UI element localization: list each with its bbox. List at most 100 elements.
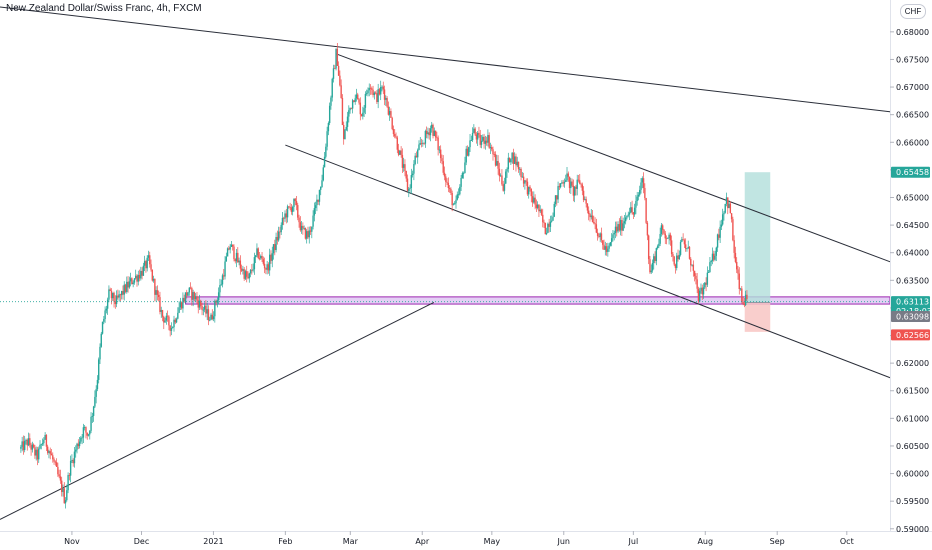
candle-down bbox=[631, 207, 633, 213]
candle-up bbox=[630, 207, 632, 213]
candle-down bbox=[734, 252, 737, 262]
price-tick-label: 0.64500 bbox=[896, 221, 929, 230]
candle-up bbox=[260, 255, 262, 259]
candle-up bbox=[506, 169, 508, 172]
candle-down bbox=[589, 213, 591, 218]
trendline[interactable] bbox=[0, 6, 891, 113]
candle-down bbox=[207, 309, 210, 321]
candle-up bbox=[164, 320, 166, 323]
candle-up bbox=[469, 140, 471, 148]
time-tick-label: Nov bbox=[64, 537, 80, 546]
candle-down bbox=[163, 316, 165, 323]
candle-up bbox=[173, 319, 175, 328]
candle-up bbox=[640, 182, 642, 190]
candles-layer bbox=[20, 42, 748, 509]
trendline[interactable] bbox=[285, 144, 892, 379]
candle-down bbox=[441, 158, 443, 162]
candle-up bbox=[617, 224, 619, 232]
trendline[interactable] bbox=[336, 53, 892, 263]
time-axis: Nov Dec 2021 Feb Mar Apr May Jun Jul Aug Sep Oct bbox=[64, 531, 854, 546]
candle-up bbox=[424, 130, 427, 144]
candle-down bbox=[585, 199, 587, 204]
candle-down bbox=[274, 244, 276, 251]
candle-down bbox=[673, 256, 675, 265]
candle-down bbox=[166, 315, 169, 317]
candle-up bbox=[275, 237, 277, 251]
candle-down bbox=[605, 246, 608, 252]
candle-down bbox=[46, 446, 49, 453]
candle-up bbox=[308, 230, 310, 238]
support-zone[interactable] bbox=[185, 296, 891, 305]
candle-up bbox=[346, 116, 349, 127]
candle-up bbox=[80, 437, 82, 442]
candle-down bbox=[85, 427, 87, 433]
candle-up bbox=[90, 416, 92, 431]
candle-down bbox=[593, 221, 595, 224]
trendline[interactable] bbox=[0, 301, 435, 520]
candle-down bbox=[580, 183, 582, 185]
candle-up bbox=[590, 215, 592, 218]
candle-down bbox=[63, 488, 65, 504]
candle-up bbox=[678, 254, 680, 260]
candle-down bbox=[568, 176, 571, 189]
candle-down bbox=[151, 269, 154, 281]
candle-down bbox=[531, 196, 534, 203]
price-tick-label: 0.66000 bbox=[896, 138, 929, 147]
currency-badge[interactable]: CHF bbox=[900, 4, 926, 19]
candle-up bbox=[408, 188, 410, 191]
candle-down bbox=[360, 114, 363, 117]
candle-up bbox=[707, 272, 710, 273]
candle-down bbox=[598, 236, 600, 237]
candle-down bbox=[261, 255, 263, 260]
candle-up bbox=[25, 439, 27, 441]
candle-up bbox=[31, 444, 34, 450]
time-tick-label: Jul bbox=[628, 537, 639, 546]
price-tick-label: 0.66500 bbox=[896, 111, 929, 120]
candle-up bbox=[528, 186, 530, 195]
candle-up bbox=[471, 132, 474, 141]
candle-down bbox=[201, 305, 203, 310]
candle-up bbox=[739, 288, 742, 290]
candle-down bbox=[58, 474, 60, 477]
candle-down bbox=[669, 234, 672, 241]
candle-up bbox=[20, 446, 22, 449]
candle-up bbox=[553, 203, 555, 217]
candle-down bbox=[55, 462, 58, 467]
candle-down bbox=[395, 136, 397, 138]
candle-down bbox=[150, 264, 152, 270]
candle-up bbox=[210, 314, 212, 320]
price-label-value: 0.62566 bbox=[896, 331, 929, 340]
candle-down bbox=[432, 124, 434, 136]
candle-up bbox=[214, 300, 216, 317]
candle-up bbox=[44, 434, 46, 440]
candle-up bbox=[40, 444, 42, 446]
candle-up bbox=[322, 167, 324, 181]
stop-loss-zone[interactable] bbox=[744, 302, 771, 332]
candle-up bbox=[118, 294, 120, 298]
candle-down bbox=[520, 168, 522, 178]
candle-down bbox=[498, 168, 501, 177]
candle-up bbox=[137, 274, 139, 282]
candle-down bbox=[34, 447, 36, 456]
symbol-title: New Zealand Dollar/Swiss Franc, 4h, FXCM bbox=[6, 3, 202, 14]
candle-down bbox=[737, 269, 739, 274]
candle-down bbox=[732, 219, 734, 241]
candle-down bbox=[270, 254, 272, 261]
candle-up bbox=[27, 438, 30, 446]
candle-down bbox=[109, 289, 111, 291]
candle-down bbox=[664, 233, 666, 239]
candle-down bbox=[508, 157, 511, 163]
candle-up bbox=[284, 213, 286, 219]
candle-down bbox=[420, 143, 423, 144]
candle-down bbox=[343, 125, 345, 140]
time-tick-label: Mar bbox=[343, 537, 359, 546]
candle-up bbox=[373, 92, 376, 96]
candle-up bbox=[714, 255, 716, 260]
candle-down bbox=[443, 172, 446, 177]
candle-down bbox=[22, 441, 25, 451]
time-tick-label: Jun bbox=[557, 537, 571, 546]
candle-down bbox=[169, 325, 171, 331]
profit-target-zone[interactable] bbox=[744, 172, 771, 303]
candle-up bbox=[73, 451, 76, 464]
